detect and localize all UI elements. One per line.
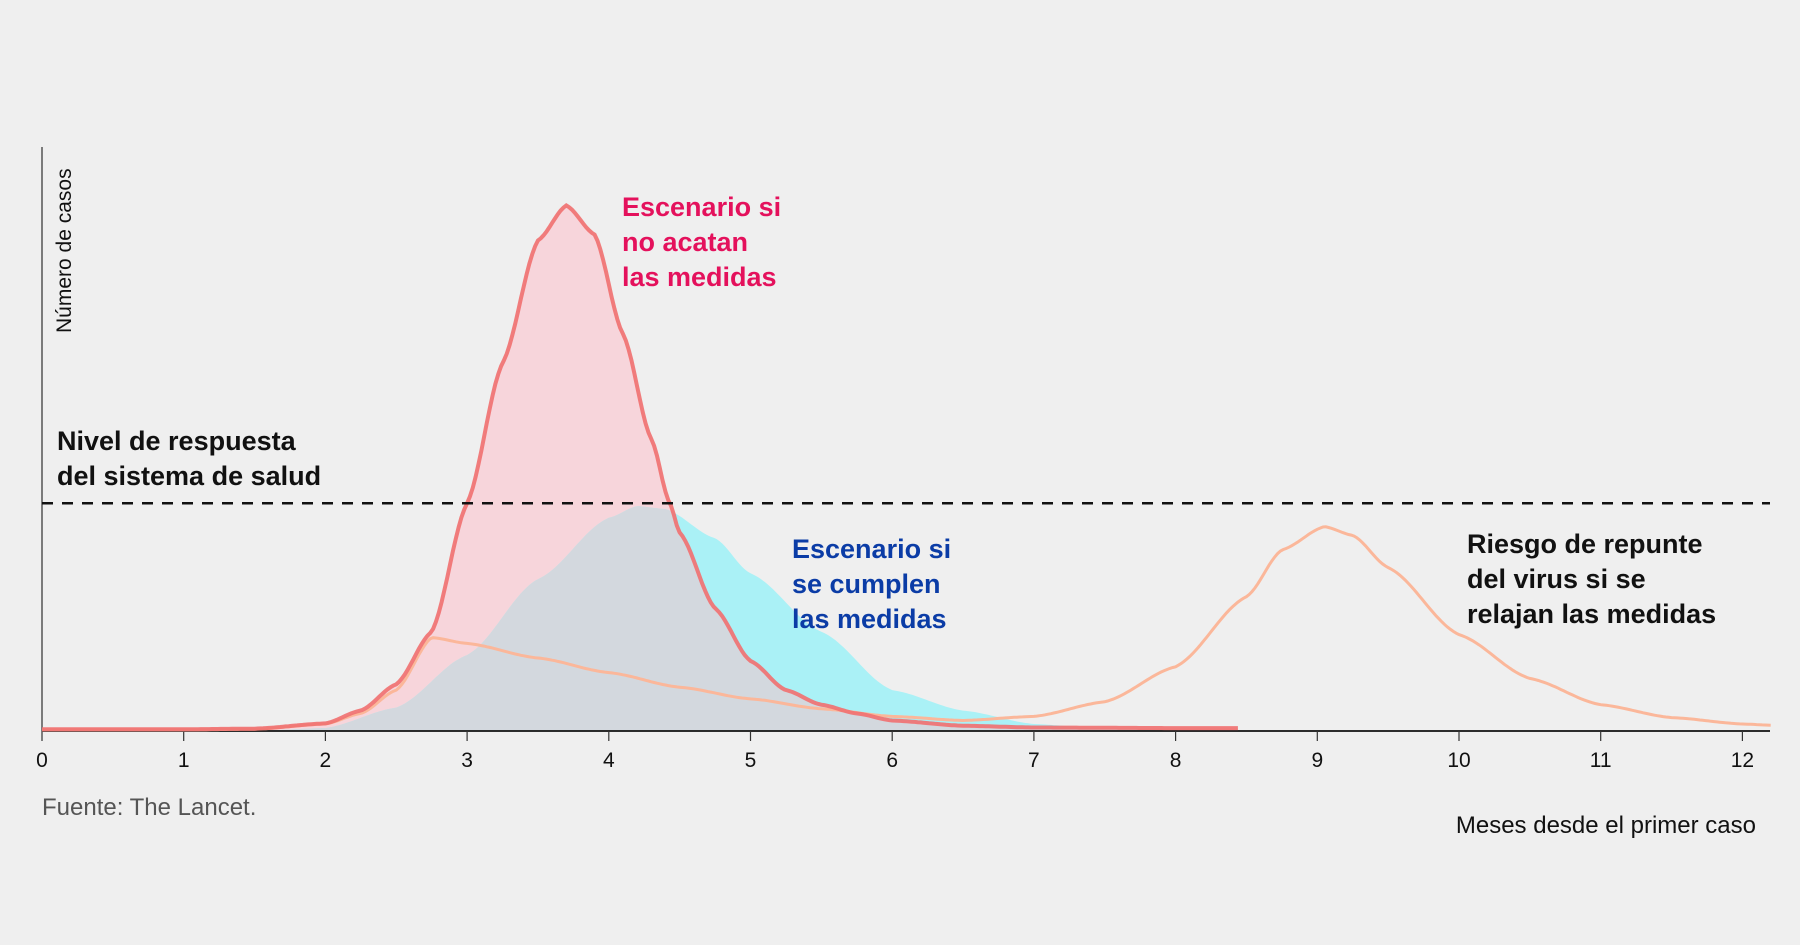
- label-con-medidas: las medidas: [792, 604, 947, 634]
- area-overlap: [42, 506, 1176, 731]
- label-repunte: relajan las medidas: [1467, 599, 1716, 629]
- y-axis-label: Número de casos: [53, 168, 76, 333]
- x-tick-label: 6: [886, 749, 898, 772]
- label-sin-medidas: las medidas: [622, 262, 777, 292]
- x-tick-label: 10: [1447, 749, 1470, 772]
- capacity-label: Nivel de respuesta: [57, 426, 297, 456]
- x-tick-label: 12: [1731, 749, 1754, 772]
- label-con-medidas: se cumplen: [792, 569, 941, 599]
- label-con-medidas: Escenario si: [792, 534, 951, 564]
- x-tick-label: 2: [320, 749, 332, 772]
- x-tick-label: 5: [745, 749, 757, 772]
- x-tick-label: 11: [1590, 749, 1612, 772]
- x-tick-label: 3: [461, 749, 473, 772]
- label-sin-medidas: no acatan: [622, 227, 748, 257]
- x-tick-label: 4: [603, 749, 615, 772]
- label-sin-medidas: Escenario si: [622, 192, 781, 222]
- x-tick-label: 0: [36, 749, 48, 772]
- source-note: Fuente: The Lancet.: [42, 794, 256, 821]
- x-tick-label: 7: [1028, 749, 1040, 772]
- x-axis-label: Meses desde el primer caso: [1456, 812, 1756, 839]
- area-sin-medidas: [42, 205, 1238, 731]
- label-repunte: Riesgo de repunte: [1467, 529, 1703, 559]
- label-repunte: del virus si se: [1467, 564, 1646, 594]
- line-sin-medidas: [42, 202, 1238, 732]
- x-tick-label: 1: [178, 749, 190, 772]
- x-tick-label: 8: [1170, 749, 1182, 772]
- capacity-label: del sistema de salud: [57, 461, 321, 491]
- x-tick-label: 9: [1311, 749, 1323, 772]
